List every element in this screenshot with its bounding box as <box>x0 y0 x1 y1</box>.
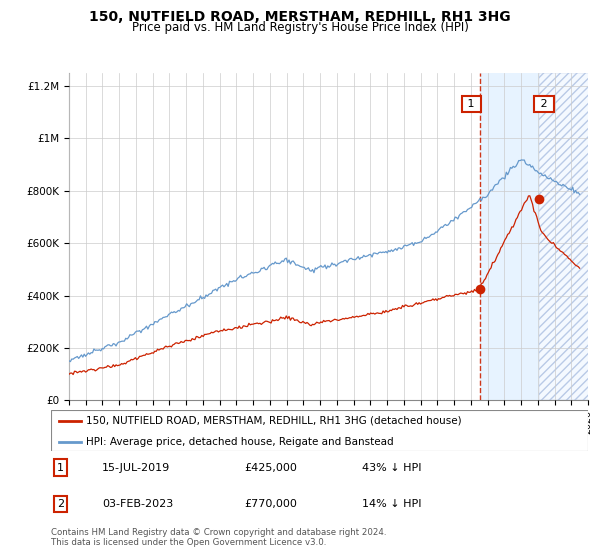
Text: 14% ↓ HPI: 14% ↓ HPI <box>362 499 422 509</box>
Text: 2: 2 <box>537 99 551 109</box>
Bar <box>480 73 539 400</box>
Text: £425,000: £425,000 <box>244 463 297 473</box>
Text: Price paid vs. HM Land Registry's House Price Index (HPI): Price paid vs. HM Land Registry's House … <box>131 21 469 34</box>
Text: 15-JUL-2019: 15-JUL-2019 <box>102 463 170 473</box>
Text: HPI: Average price, detached house, Reigate and Banstead: HPI: Average price, detached house, Reig… <box>86 437 394 447</box>
Bar <box>539 73 596 400</box>
Text: 150, NUTFIELD ROAD, MERSTHAM, REDHILL, RH1 3HG: 150, NUTFIELD ROAD, MERSTHAM, REDHILL, R… <box>89 10 511 24</box>
Text: 43% ↓ HPI: 43% ↓ HPI <box>362 463 422 473</box>
Text: 03-FEB-2023: 03-FEB-2023 <box>102 499 173 509</box>
Text: 1: 1 <box>464 99 478 109</box>
Text: 2: 2 <box>57 499 64 509</box>
Text: Contains HM Land Registry data © Crown copyright and database right 2024.
This d: Contains HM Land Registry data © Crown c… <box>51 528 386 547</box>
Text: 150, NUTFIELD ROAD, MERSTHAM, REDHILL, RH1 3HG (detached house): 150, NUTFIELD ROAD, MERSTHAM, REDHILL, R… <box>86 416 461 426</box>
Text: £770,000: £770,000 <box>244 499 297 509</box>
FancyBboxPatch shape <box>51 410 588 451</box>
Bar <box>539 73 596 400</box>
Text: 1: 1 <box>57 463 64 473</box>
